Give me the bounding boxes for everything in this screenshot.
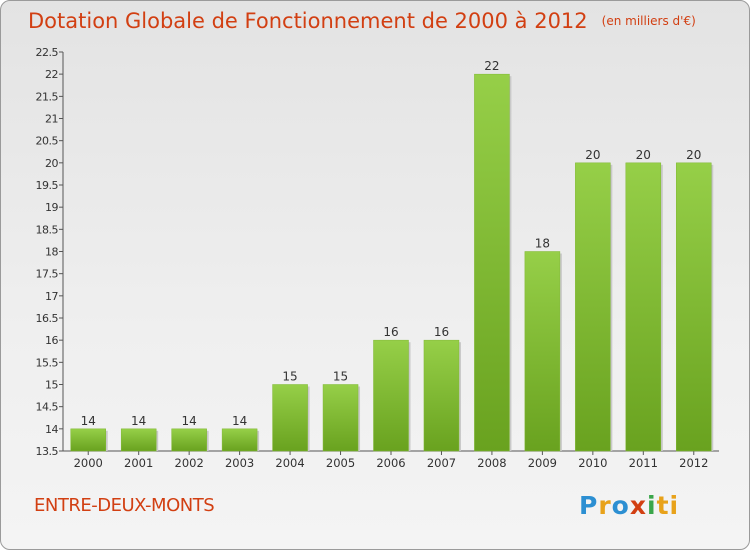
bar [272,384,308,452]
bar-value-label: 18 [535,237,550,251]
y-tick-label: 21.5 [36,90,59,103]
y-tick-label: 17.5 [36,268,59,281]
logo-letter: o [611,491,630,520]
bar-value-label: 22 [484,59,499,73]
bar [120,428,157,452]
chart-axes: 13.5 14 14.5 15 15.5 16 16.5 17 17.5 18 18.5 19 19.5… [36,46,719,458]
x-tick-label: 2007 [427,456,456,470]
bar [423,339,460,452]
bar-value-label: 14 [81,414,96,428]
bar-value-label: 16 [383,325,398,339]
chart-title: Dotation Globale de Fonctionnement de 20… [28,9,696,33]
y-tick-label: 19 [45,201,58,214]
bar [322,384,359,452]
chart-data-labels: 14 2000 14 2001 14 2002 14 2003 15 2004 15 2005 16 20… [74,59,709,470]
bar [171,428,207,452]
bar-value-label: 14 [232,414,247,428]
bar-value-label: 16 [434,325,449,339]
y-tick-label: 21 [45,113,58,126]
y-tick-label: 14.5 [36,401,59,414]
y-tick-label: 17 [45,290,58,303]
x-tick-label: 2003 [225,456,254,470]
x-tick-label: 2005 [326,456,355,470]
bar-value-label: 20 [686,148,701,162]
bar-value-label: 20 [636,148,651,162]
y-tick-label: 16.5 [36,312,59,325]
logo-letter: ti [656,491,680,520]
proxiti-logo[interactable]: Proxiti [579,491,679,520]
y-tick-label: 20.5 [36,135,59,148]
logo-letter: P [579,491,599,520]
bar [474,73,510,452]
x-tick-label: 2010 [578,456,607,470]
x-tick-label: 2012 [679,456,708,470]
y-tick-label: 22 [45,68,58,81]
bar-value-label: 20 [585,148,600,162]
bar [676,162,712,452]
logo-letter: r [598,491,612,520]
x-tick-label: 2000 [74,456,103,470]
bar-value-label: 14 [131,414,146,428]
chart-title-text: Dotation Globale de Fonctionnement de 20… [28,9,588,33]
bar-value-label: 15 [282,370,297,384]
chart-bars [70,73,714,452]
y-tick-label: 20 [45,157,58,170]
x-tick-label: 2009 [528,456,557,470]
bar-value-label: 14 [182,414,197,428]
bar [221,428,258,452]
y-tick-label: 16 [45,334,58,347]
x-tick-label: 2006 [376,456,405,470]
chart-subtitle: (en milliers d'€) [601,14,696,28]
x-tick-label: 2002 [175,456,204,470]
x-tick-label: 2011 [629,456,658,470]
commune-name: ENTRE-DEUX-MONTS [34,495,215,516]
y-tick-label: 15 [45,379,58,392]
x-tick-label: 2004 [275,456,304,470]
bar-value-label: 15 [333,370,348,384]
x-tick-label: 2008 [477,456,506,470]
y-tick-label: 18 [45,246,58,259]
bar [625,162,662,452]
y-tick-label: 14 [45,423,58,436]
bar [524,251,561,452]
y-tick-label: 22.5 [36,46,59,59]
logo-letter: x [629,491,647,520]
y-tick-label: 18.5 [36,223,59,236]
bar [575,162,611,452]
bar [373,339,409,452]
x-tick-label: 2001 [124,456,153,470]
y-tick-label: 15.5 [36,356,59,369]
logo-letter: i [647,491,657,520]
bar [70,428,106,452]
y-tick-label: 19.5 [36,179,59,192]
y-tick-label: 13.5 [36,445,59,458]
